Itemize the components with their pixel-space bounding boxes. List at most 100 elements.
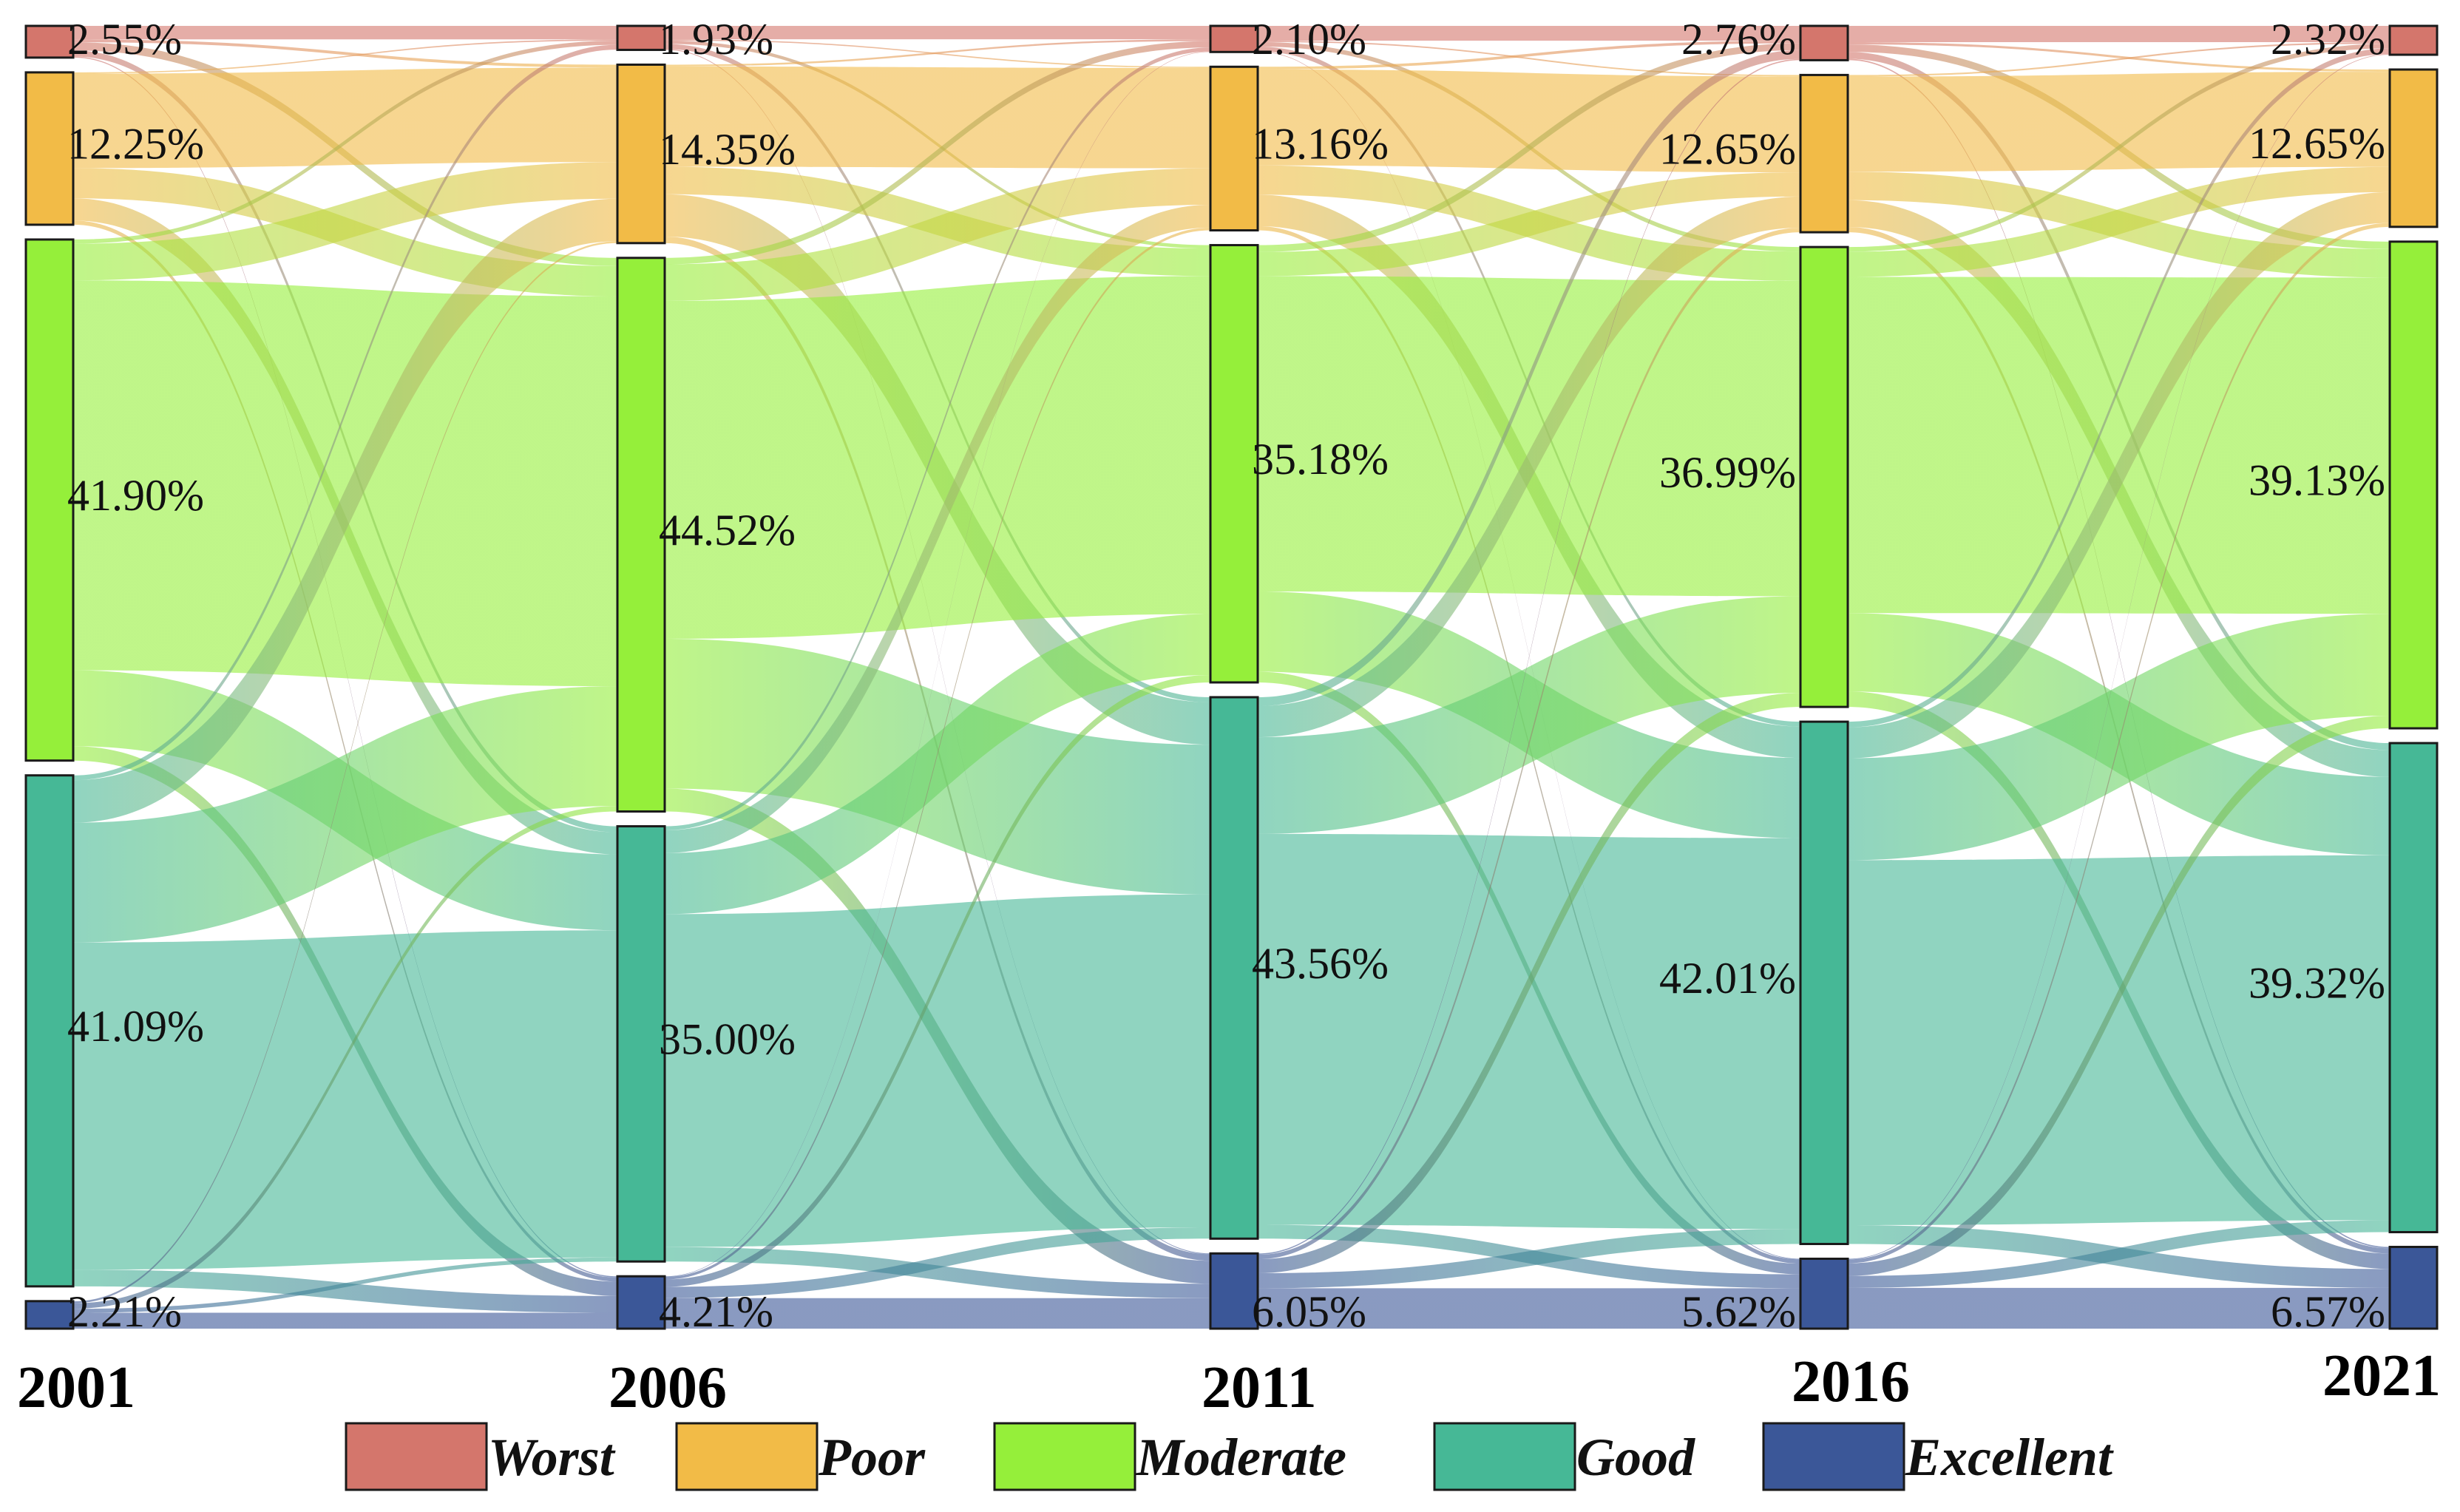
flow-2001-moderate-to-2006-moderate [73,280,617,687]
flow-2016-moderate-to-2021-poor [1848,166,2390,277]
flow-2011-good-to-2016-good [1258,833,1800,1230]
node-2001-good [24,774,75,1288]
flow-2011-worst-to-2016-worst [1258,26,1800,41]
flow-2011-moderate-to-2016-poor [1258,172,1800,277]
node-2016-excellent [1799,1258,1849,1330]
flow-2016-worst-to-2021-excellent [1848,58,2390,1249]
flow-2006-excellent-to-2011-good [665,1227,1210,1298]
node-2006-moderate [616,257,666,813]
node-2021-worst [2388,24,2439,56]
label-2011-worst: 2.10% [1252,15,1366,64]
node-2021-excellent [2388,1245,2439,1330]
node-2016-worst [1799,24,1849,61]
label-2016-excellent: 5.62% [1681,1287,1796,1336]
label-2006-excellent: 4.21% [659,1287,773,1336]
label-2001-excellent: 2.21% [67,1287,182,1336]
flow-2011-worst-to-2016-poor [1258,40,1800,77]
flow-2006-worst-to-2011-worst [665,26,1210,40]
flow-2011-excellent-to-2016-good [1258,1229,1800,1289]
flow-2011-good-to-2016-moderate [1258,596,1800,834]
flow-2006-good-to-2011-good [665,894,1210,1247]
node-2016-poor [1799,73,1849,234]
flow-2016-moderate-to-2021-moderate [1848,277,2390,614]
flow-2016-excellent-to-2021-poor [1848,223,2390,1264]
year-label-2021: 2021 [2322,1343,2441,1408]
node-2011-poor [1209,65,1259,232]
flow-2016-good-to-2021-worst [1848,48,2390,728]
flow-2016-excellent-to-2021-excellent [1848,1287,2390,1329]
flow-2001-poor-to-2006-poor [73,67,617,169]
flow-2016-excellent-to-2021-moderate [1848,715,2390,1276]
flow-2006-excellent-to-2011-moderate [665,675,1210,1287]
labels-layer: 2.55% 12.25% 41.90% 41.09% 2.21% 1.93% 14.35% 4… [67,15,2385,1336]
legend: Worst Poor Moderate Good Excellent [345,1422,2114,1491]
node-2016-moderate [1799,245,1849,708]
node-2006-worst [616,24,666,51]
flow-2011-poor-to-2016-worst [1258,40,1800,70]
label-2006-moderate: 44.52% [659,506,796,555]
flow-2001-worst-to-2006-poor [73,39,617,68]
flow-2011-moderate-to-2016-moderate [1258,276,1800,597]
flow-2001-good-to-2006-poor [73,198,617,823]
flow-2006-moderate-to-2011-worst [665,41,1210,265]
flow-2006-good-to-2011-poor [665,204,1210,853]
legend-swatch-good [1433,1422,1576,1491]
flows-layer [73,26,2390,1329]
flow-2001-moderate-to-2006-worst [73,40,617,244]
flow-2016-worst-to-2021-worst [1848,26,2390,43]
label-2011-poor: 13.16% [1252,120,1389,169]
label-2001-moderate: 41.90% [67,471,204,520]
node-2001-excellent [24,1300,75,1330]
node-2021-moderate [2388,240,2439,730]
flow-2001-good-to-2006-moderate [73,686,617,943]
node-2006-poor [616,63,666,245]
flow-2001-excellent-to-2006-poor [73,241,617,1303]
label-2001-good: 41.09% [67,1002,204,1051]
flow-2011-excellent-to-2016-moderate [1258,693,1800,1274]
flow-2001-excellent-to-2006-moderate [73,806,617,1309]
label-2021-good: 39.32% [2249,959,2385,1008]
flow-2006-excellent-to-2011-worst [665,51,1210,1277]
label-2006-good: 35.00% [659,1015,796,1064]
node-2001-moderate [24,238,75,762]
node-2021-good [2388,742,2439,1233]
legend-label-worst: Worst [488,1428,616,1487]
flow-2016-worst-to-2021-poor [1848,42,2390,72]
flow-2016-poor-to-2021-poor [1848,72,2390,172]
flow-2006-moderate-to-2011-moderate [665,276,1210,639]
label-2016-moderate: 36.99% [1659,448,1796,497]
flow-2006-excellent-to-2011-excellent [665,1298,1210,1329]
flow-2011-poor-to-2016-poor [1258,69,1800,173]
legend-swatch-moderate [993,1422,1136,1491]
flow-2006-poor-to-2011-worst [665,39,1210,67]
flow-2006-excellent-to-2011-poor [665,227,1210,1280]
flow-2011-good-to-2016-poor [1258,196,1800,738]
flow-2011-excellent-to-2016-worst [1258,58,1800,1255]
flow-2001-good-to-2006-good [73,930,617,1270]
year-label-2001: 2001 [17,1355,135,1420]
label-2021-excellent: 6.57% [2271,1287,2385,1336]
flow-2001-good-to-2006-excellent [73,1269,617,1313]
flow-2011-worst-to-2016-excellent [1258,51,1800,1260]
label-2021-poor: 12.65% [2249,119,2385,168]
legend-swatch-excellent [1762,1422,1905,1491]
flow-2016-excellent-to-2021-good [1848,1220,2390,1288]
flow-2001-worst-to-2006-worst [73,26,617,40]
node-2001-poor [24,71,75,226]
year-axis: 2001 2006 2011 2016 2021 [17,1343,2441,1420]
flow-2001-good-to-2006-worst [73,44,617,781]
nodes-layer [24,24,2439,1330]
flow-2011-moderate-to-2016-worst [1258,43,1800,252]
node-2016-good [1799,720,1849,1245]
label-2011-excellent: 6.05% [1252,1287,1366,1336]
legend-label-good: Good [1576,1428,1695,1487]
label-2021-worst: 2.32% [2271,15,2385,64]
legend-swatch-worst [345,1422,488,1491]
flow-2016-good-to-2021-moderate [1848,614,2390,861]
label-2016-good: 42.01% [1659,954,1796,1003]
flow-2006-poor-to-2011-poor [665,66,1210,169]
flow-2006-good-to-2011-excellent [665,1247,1210,1298]
flow-2011-excellent-to-2016-excellent [1258,1288,1800,1329]
flow-2006-good-to-2011-worst [665,47,1210,830]
label-2016-poor: 12.65% [1659,125,1796,174]
